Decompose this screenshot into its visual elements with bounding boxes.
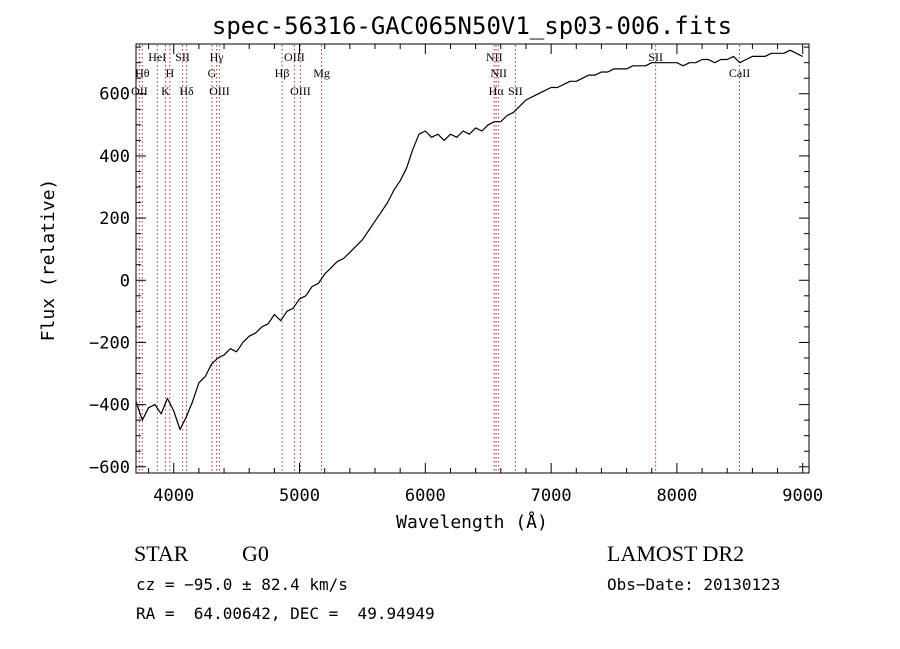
y-tick-label: 400 [99,147,130,167]
observation-date: Obs−Date: 20130123 [607,575,780,594]
spectral-line-label: Mg [313,66,330,80]
spectral-line-label: NII [486,50,503,64]
coordinates-readout: RA = 64.00642, DEC = 49.94949 [136,604,435,623]
x-tick-label: 5000 [279,486,320,506]
spectral-line-label: Hθ [135,66,150,80]
y-tick-labels: −600 −400 −200 0 200 400 600 [89,85,130,478]
spectral-line-label: Hα [489,84,505,98]
redshift-readout: cz = −95.0 ± 82.4 km/s [136,575,348,594]
spectral-line-label: NII [490,66,507,80]
survey-label: LAMOST DR2 [607,541,744,566]
spectral-line-label: SII [175,50,190,64]
spectral-line-label: Hγ [210,50,225,64]
plot-frame [135,43,810,474]
spectral-line-label: OIII [284,50,305,64]
x-axis-label: Wavelength (Å) [396,511,548,533]
axis-ticks [136,44,809,473]
spectral-line-label: SII [648,50,663,64]
spectral-line-label: OIII [290,84,311,98]
flux-line [135,49,803,431]
spectral-line-label: Hδ [179,84,194,98]
spectral-line-label: Hβ [275,66,290,80]
y-axis-label: Flux (relative) [38,179,59,342]
spectral-line-label: G [208,66,217,80]
y-tick-label: −400 [89,396,130,416]
y-tick-label: 600 [99,85,130,105]
spectral-line-label: K [161,84,170,98]
spectral-line-label: HeI [148,50,166,64]
x-tick-label: 6000 [405,486,446,506]
y-tick-label: −600 [89,458,130,478]
spectral-line-label: OII [131,84,148,98]
spectral-line-label: H [166,66,175,80]
spectral-line-label: CaII [729,66,750,80]
flux-series [135,49,803,431]
object-class: STAR [134,541,189,566]
x-tick-labels: 4000 5000 6000 7000 8000 9000 [153,486,823,506]
x-tick-label: 8000 [656,486,697,506]
spectral-line-label: OIII [209,84,230,98]
x-tick-label: 9000 [782,486,823,506]
y-tick-label: 200 [99,209,130,229]
spectral-lines: OIIHθHeIKHSIIHδGHγOIIIHβOIIIOIIIMgNIIHαN… [131,45,750,472]
x-tick-label: 7000 [531,486,572,506]
spectral-line-label: SII [508,84,523,98]
y-tick-label: 0 [120,271,130,291]
object-subclass: G0 [242,541,269,566]
x-tick-label: 4000 [153,486,194,506]
chart-title: spec-56316-GAC065N50V1_sp03-006.fits [212,12,732,40]
y-tick-label: −200 [89,333,130,353]
